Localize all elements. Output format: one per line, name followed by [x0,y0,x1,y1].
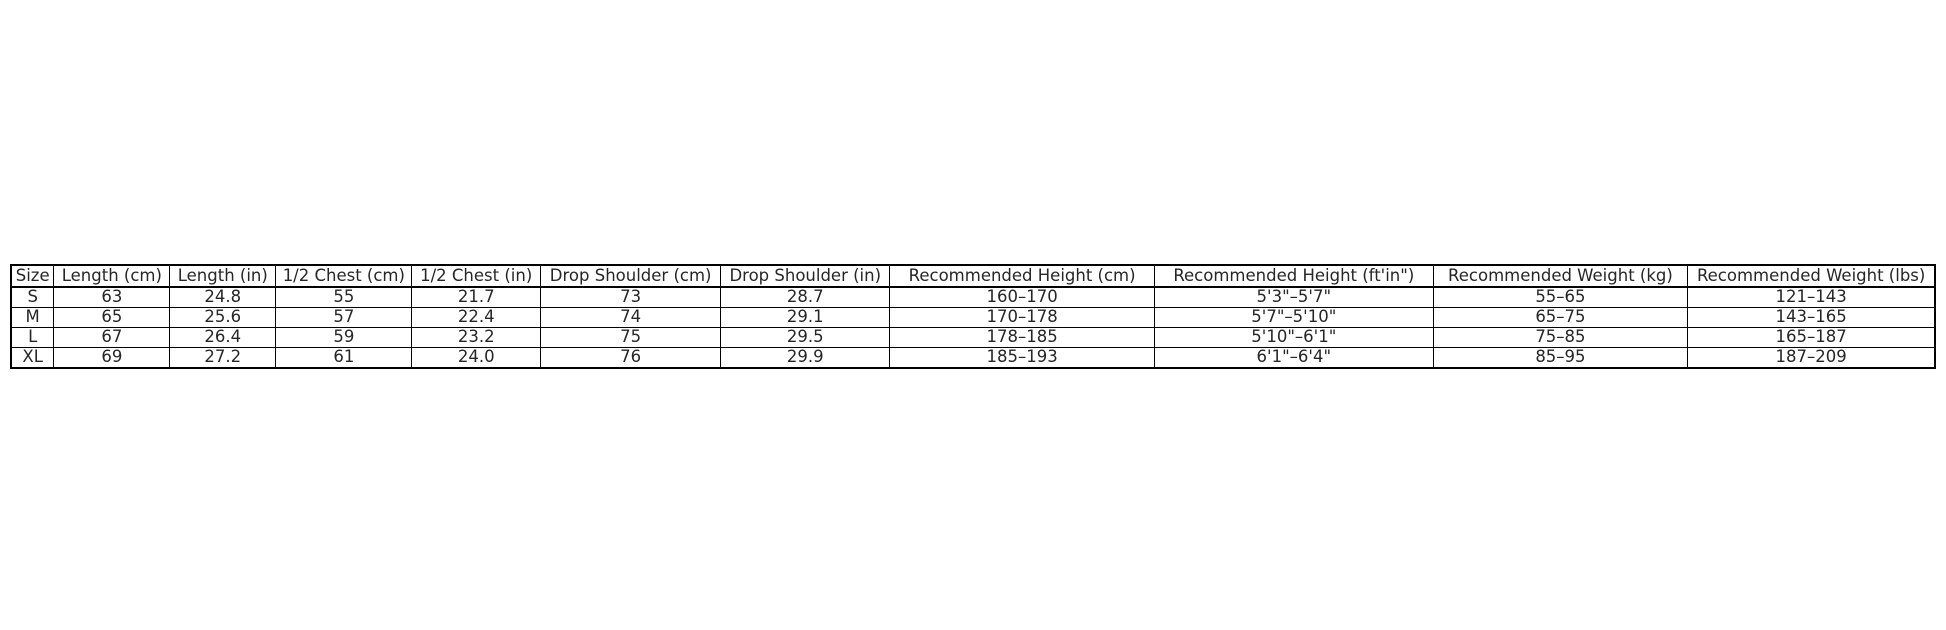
column-header-weight-kg: Recommended Weight (kg) [1432,265,1689,288]
cell-weight-kg: 55–65 [1432,287,1689,308]
column-header-drop-shoulder-cm: Drop Shoulder (cm) [539,265,722,288]
cell-height-cm: 170–178 [889,307,1155,328]
cell-half-chest-in: 24.0 [411,347,541,368]
column-header-height-cm: Recommended Height (cm) [889,265,1155,288]
cell-drop-shoulder-in: 29.5 [720,327,891,348]
cell-half-chest-cm: 61 [275,347,413,368]
cell-weight-kg: 85–95 [1432,347,1689,368]
cell-weight-lbs: 143–165 [1687,307,1935,328]
cell-length-cm: 69 [53,347,171,368]
header-row: Size Length (cm) Length (in) 1/2 Chest (… [11,265,1935,288]
table-row: L 67 26.4 59 23.2 75 29.5 178–185 5'10"–… [11,327,1935,348]
cell-height-ftin: 5'10"–6'1" [1153,327,1434,348]
cell-length-in: 24.8 [169,287,277,308]
column-header-length-in: Length (in) [169,265,277,288]
cell-height-cm: 160–170 [889,287,1155,308]
cell-height-ftin: 5'7"–5'10" [1153,307,1434,328]
cell-length-in: 26.4 [169,327,277,348]
cell-drop-shoulder-cm: 76 [539,347,722,368]
cell-half-chest-in: 22.4 [411,307,541,328]
cell-height-ftin: 6'1"–6'4" [1153,347,1434,368]
cell-weight-kg: 75–85 [1432,327,1689,348]
cell-half-chest-cm: 59 [275,327,413,348]
column-header-half-chest-cm: 1/2 Chest (cm) [275,265,413,288]
cell-weight-lbs: 165–187 [1687,327,1935,348]
cell-height-cm: 178–185 [889,327,1155,348]
column-header-weight-lbs: Recommended Weight (lbs) [1687,265,1935,288]
cell-weight-kg: 65–75 [1432,307,1689,328]
cell-drop-shoulder-cm: 74 [539,307,722,328]
cell-half-chest-in: 23.2 [411,327,541,348]
cell-length-cm: 65 [53,307,171,328]
cell-drop-shoulder-in: 28.7 [720,287,891,308]
cell-length-in: 25.6 [169,307,277,328]
cell-size: L [11,327,55,348]
cell-drop-shoulder-cm: 73 [539,287,722,308]
column-header-size: Size [11,265,55,288]
cell-height-ftin: 5'3"–5'7" [1153,287,1434,308]
cell-length-cm: 67 [53,327,171,348]
cell-half-chest-cm: 57 [275,307,413,328]
table-body: S 63 24.8 55 21.7 73 28.7 160–170 5'3"–5… [11,287,1935,368]
cell-size: M [11,307,55,328]
column-header-drop-shoulder-in: Drop Shoulder (in) [720,265,891,288]
cell-length-cm: 63 [53,287,171,308]
size-chart-container: Size Length (cm) Length (in) 1/2 Chest (… [10,264,1936,369]
cell-size: XL [11,347,55,368]
cell-half-chest-cm: 55 [275,287,413,308]
cell-height-cm: 185–193 [889,347,1155,368]
table-header: Size Length (cm) Length (in) 1/2 Chest (… [11,265,1935,288]
cell-drop-shoulder-cm: 75 [539,327,722,348]
table-row: M 65 25.6 57 22.4 74 29.1 170–178 5'7"–5… [11,307,1935,328]
column-header-half-chest-in: 1/2 Chest (in) [411,265,541,288]
cell-drop-shoulder-in: 29.1 [720,307,891,328]
cell-drop-shoulder-in: 29.9 [720,347,891,368]
cell-size: S [11,287,55,308]
cell-weight-lbs: 187–209 [1687,347,1935,368]
column-header-height-ftin: Recommended Height (ft'in") [1153,265,1434,288]
table-row: XL 69 27.2 61 24.0 76 29.9 185–193 6'1"–… [11,347,1935,368]
cell-length-in: 27.2 [169,347,277,368]
cell-half-chest-in: 21.7 [411,287,541,308]
column-header-length-cm: Length (cm) [53,265,171,288]
table-row: S 63 24.8 55 21.7 73 28.7 160–170 5'3"–5… [11,287,1935,308]
size-chart-table: Size Length (cm) Length (in) 1/2 Chest (… [10,264,1936,369]
cell-weight-lbs: 121–143 [1687,287,1935,308]
